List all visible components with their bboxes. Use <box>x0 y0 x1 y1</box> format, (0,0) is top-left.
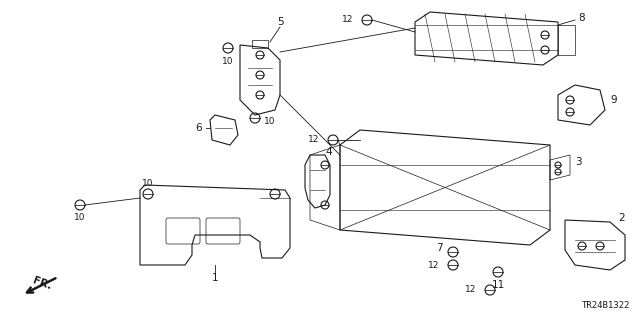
Text: 8: 8 <box>579 13 586 23</box>
Text: 12: 12 <box>465 286 476 294</box>
Text: 2: 2 <box>618 213 625 223</box>
Text: 11: 11 <box>492 280 504 290</box>
Text: FR.: FR. <box>31 275 53 291</box>
Text: 4: 4 <box>325 147 332 157</box>
Text: 10: 10 <box>74 213 86 222</box>
Text: TR24B1322: TR24B1322 <box>582 301 630 310</box>
Text: 1: 1 <box>212 273 218 283</box>
Text: 6: 6 <box>195 123 202 133</box>
Text: 10: 10 <box>142 179 154 188</box>
Text: 9: 9 <box>610 95 616 105</box>
Text: 12: 12 <box>342 16 353 25</box>
Text: 10: 10 <box>264 117 276 127</box>
Text: 5: 5 <box>276 17 284 27</box>
Text: 3: 3 <box>575 157 582 167</box>
Text: 12: 12 <box>308 136 319 145</box>
Text: 7: 7 <box>436 243 443 253</box>
Text: 12: 12 <box>428 261 439 270</box>
Text: 10: 10 <box>222 57 234 66</box>
